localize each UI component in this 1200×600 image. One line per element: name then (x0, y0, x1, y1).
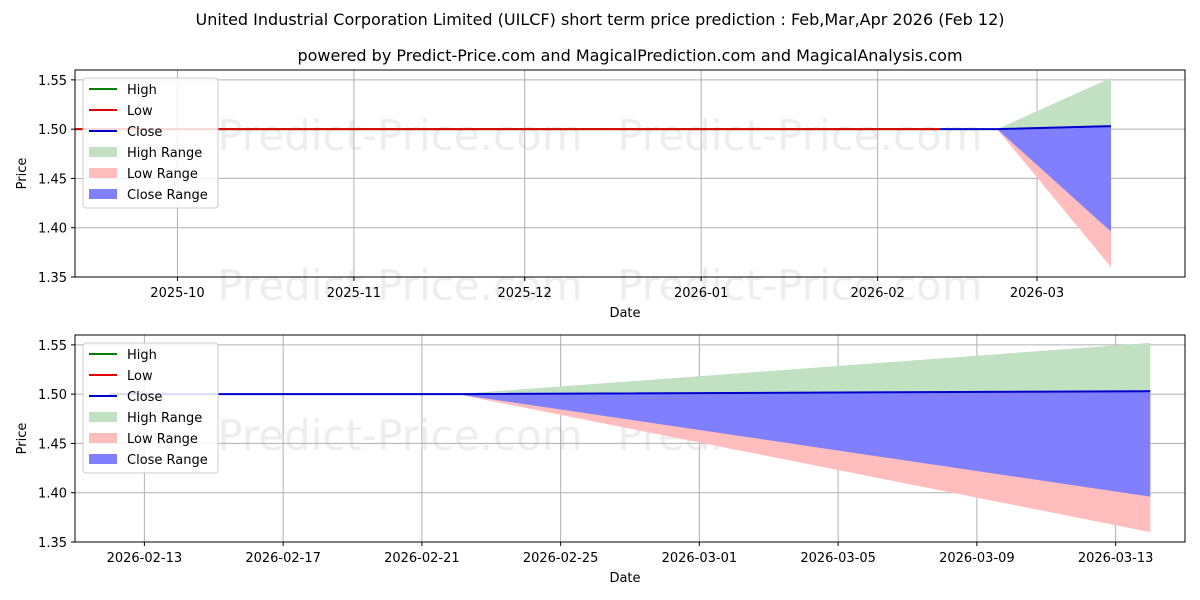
x-tick-label: 2026-03-09 (939, 551, 1015, 566)
watermark-text: Predict-Price.com (217, 111, 582, 160)
x-tick-label: 2025-12 (498, 286, 552, 301)
y-tick-label: 1.40 (38, 222, 67, 237)
x-tick-label: 2026-02-25 (523, 551, 599, 566)
x-tick-label: 2026-03 (1010, 286, 1064, 301)
y-axis-label: Price (15, 423, 30, 455)
watermark-text: Predict-Price.com (617, 261, 982, 310)
plot-frame (74, 334, 1186, 543)
y-tick-label: 1.35 (38, 536, 67, 551)
legend-label: Close Range (127, 188, 208, 203)
legend-label: High Range (127, 411, 202, 426)
x-tick-label: 2026-02-21 (384, 551, 460, 566)
legend-label: High (127, 348, 157, 363)
x-tick-label: 2025-10 (150, 286, 204, 301)
close-range-area (997, 126, 1111, 232)
plot-frame (74, 69, 1186, 278)
legend-label: Low Range (127, 167, 198, 182)
watermark-text: Predict-Price.com (217, 411, 582, 460)
legend-swatch-high-range (89, 412, 117, 422)
x-tick-label: 2026-03-01 (662, 551, 738, 566)
y-tick-label: 1.45 (38, 172, 67, 187)
close-line (940, 125, 1112, 131)
x-tick-label: 2026-03-05 (800, 551, 876, 566)
bottom-chart-panel: Predict-Price.comPredict-Price.com2026-0… (15, 334, 1186, 586)
legend: High Low Close High Range Low Range Close Ran… (82, 342, 219, 474)
x-tick-label: 2026-03-13 (1078, 551, 1154, 566)
x-axis-label: Date (609, 571, 640, 586)
x-tick-label: 2026-02-17 (245, 551, 321, 566)
legend-label: Low (127, 104, 153, 119)
x-tick-label: 2026-01 (674, 286, 728, 301)
legend: High Low Close High Range Low Range Close Ran… (82, 77, 219, 209)
figure-subtitle: powered by Predict-Price.com and Magical… (297, 46, 962, 65)
y-tick-label: 1.50 (38, 123, 67, 138)
y-tick-label: 1.50 (38, 388, 67, 403)
x-axis-label: Date (609, 306, 640, 321)
legend-label: Low (127, 369, 153, 384)
y-tick-label: 1.35 (38, 271, 67, 286)
y-tick-label: 1.55 (38, 339, 67, 354)
figure-title: United Industrial Corporation Limited (U… (196, 10, 1005, 29)
legend-swatch-low-range (89, 168, 117, 178)
top-chart-panel: Predict-Price.com Predict-Price.com Predic… (15, 69, 1186, 321)
legend-label: Close (127, 390, 162, 405)
y-tick-label: 1.45 (38, 437, 67, 452)
high-range-area (997, 77, 1111, 130)
legend-label: High (127, 83, 157, 98)
legend-label: High Range (127, 146, 202, 161)
watermark-text: Predict-Price.com (617, 111, 982, 160)
legend-swatch-high-range (89, 147, 117, 157)
y-tick-label: 1.55 (38, 74, 67, 89)
x-tick-label: 2025-11 (327, 286, 381, 301)
legend-label: Close (127, 125, 162, 140)
high-range-area (456, 342, 1151, 395)
watermark-text: Predict-Price.com (217, 261, 582, 310)
legend-label: Low Range (127, 432, 198, 447)
x-tick-label: 2026-02-13 (107, 551, 183, 566)
close-line (109, 390, 1151, 396)
legend-swatch-low-range (89, 433, 117, 443)
close-range-area (456, 391, 1151, 497)
legend-swatch-close-range (89, 454, 117, 464)
y-tick-label: 1.40 (38, 487, 67, 502)
legend-label: Close Range (127, 453, 208, 468)
x-tick-label: 2026-02 (850, 286, 904, 301)
legend-swatch-close-range (89, 189, 117, 199)
y-axis-label: Price (15, 158, 30, 190)
